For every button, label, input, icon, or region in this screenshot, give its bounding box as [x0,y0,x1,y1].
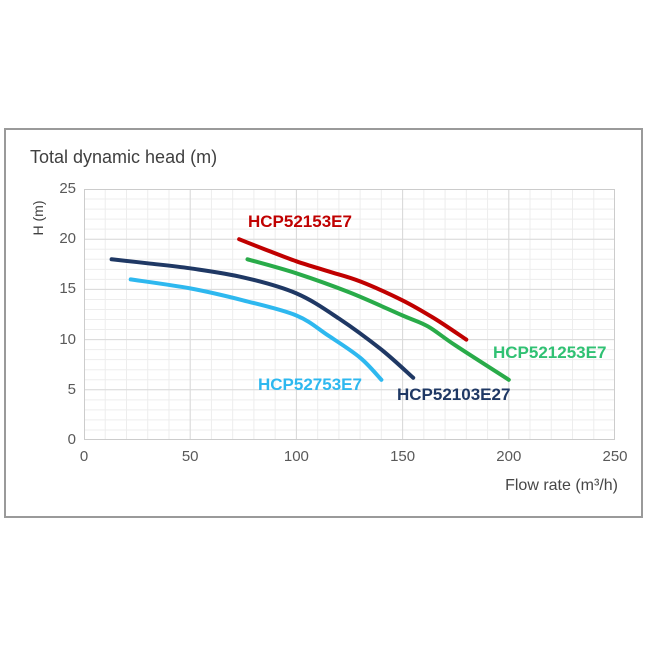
curve-label-hcp52103e27: HCP52103E27 [397,385,511,404]
y-tick-label-25: 25 [59,180,76,197]
x-tick-label-250: 250 [602,448,628,465]
curve-hcp52103e27 [109,257,416,380]
x-tick-label-200: 200 [496,448,522,465]
x-tick-label-0: 0 [79,448,89,465]
chart-panel [4,128,643,518]
y-tick-label-5: 5 [67,380,76,398]
curve-hcp52153e7 [237,237,469,342]
curve-hcp521253e7 [245,257,511,382]
y-tick-label-10: 10 [59,330,76,348]
y-tick-label-15: 15 [59,280,76,298]
y-tick-label-0: 0 [67,431,76,448]
chart-title: Total dynamic head (m) [30,147,218,167]
curve-hcp52753e7 [128,277,384,382]
curve-label-hcp52753e7: HCP52753E7 [258,375,362,394]
plot-border [84,189,615,440]
x-tick-label-150: 150 [390,448,416,465]
x-axis-label: Flow rate (m³/h) [505,477,618,494]
x-tick-label-50: 50 [181,448,199,465]
x-tick-label-100: 100 [283,448,309,465]
curve-label-hcp52153e7: HCP52153E7 [248,212,352,231]
y-tick-label-20: 20 [59,230,76,248]
plot-area [84,189,615,440]
curve-label-hcp521253e7: HCP521253E7 [493,343,607,362]
